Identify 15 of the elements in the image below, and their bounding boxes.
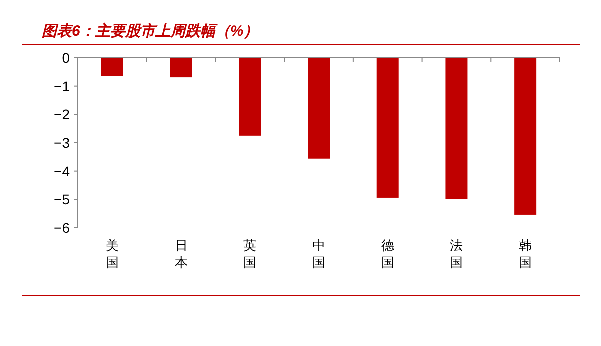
y-tick-label: −4	[54, 163, 70, 180]
y-tick-label: −2	[54, 106, 70, 123]
x-tick-label: 中国	[312, 238, 326, 270]
chart-title: 图表6：主要股市上周跌幅（%）	[42, 22, 259, 40]
x-tick-label: 韩国	[519, 238, 532, 270]
x-tick-label: 英国	[244, 238, 257, 270]
x-tick-label: 法国	[450, 238, 464, 270]
y-tick-label: −3	[54, 135, 70, 151]
y-tick-label: −5	[54, 192, 70, 208]
y-tick-label: −6	[54, 220, 70, 236]
y-tick-label: −1	[54, 78, 70, 94]
x-tick-label: 德国	[381, 238, 394, 270]
y-tick-label: 0	[62, 50, 70, 66]
x-tick-label: 日本	[174, 238, 188, 270]
x-tick-label: 美国	[106, 238, 119, 270]
